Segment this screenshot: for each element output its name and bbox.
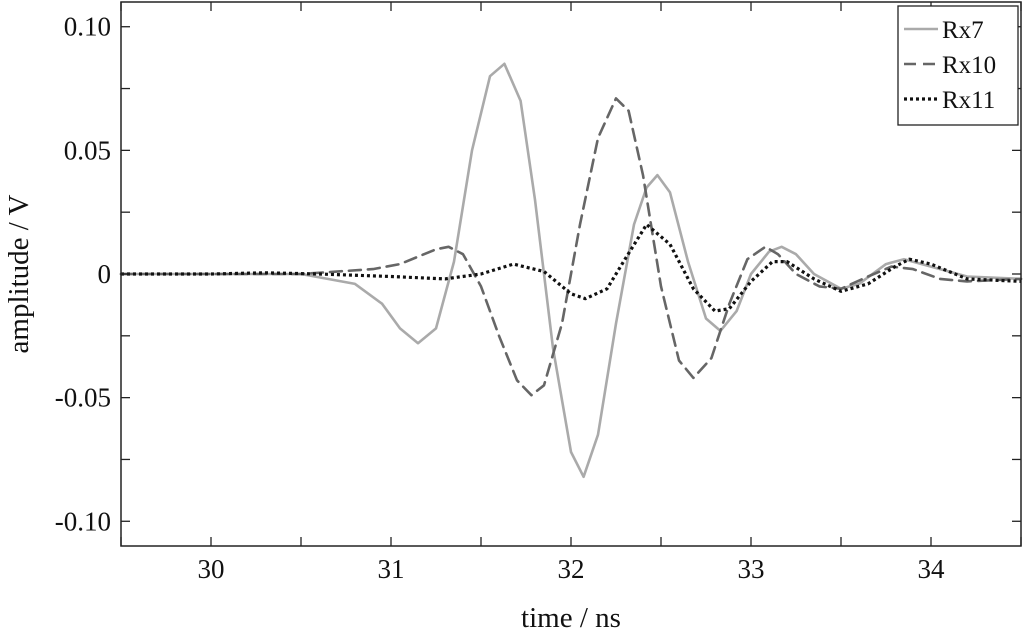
- legend: Rx7 Rx10 Rx11: [897, 5, 1019, 126]
- legend-label-rx7: Rx7: [942, 17, 984, 44]
- y-tick-label: 0.10: [64, 12, 111, 42]
- x-tick-label: 32: [558, 554, 585, 584]
- legend-label-rx11: Rx11: [942, 87, 995, 114]
- legend-label-rx10: Rx10: [942, 52, 996, 79]
- legend-box: [897, 5, 1019, 126]
- y-tick-label: -0.05: [55, 383, 111, 413]
- x-axis-label: time / ns: [521, 602, 621, 634]
- series-line-rx10: [119, 97, 1023, 397]
- series-line-rx11: [121, 222, 1022, 313]
- x-tick-label: 33: [738, 554, 765, 584]
- y-axis: 0.10 0.05 0 -0.05 -0.10: [55, 12, 1021, 536]
- x-tick-label: 30: [198, 554, 225, 584]
- x-tick-label: 34: [918, 554, 946, 584]
- x-axis: 30 31 32 33 34: [120, 2, 1022, 584]
- y-tick-label: 0.05: [64, 135, 111, 165]
- y-tick-label: 0: [98, 259, 112, 289]
- x-tick-label: 31: [378, 554, 405, 584]
- series-layer: [119, 62, 1023, 479]
- series-line-rx7: [119, 62, 1023, 479]
- y-tick-label: -0.10: [55, 506, 111, 536]
- y-axis-label: amplitude / V: [3, 194, 35, 353]
